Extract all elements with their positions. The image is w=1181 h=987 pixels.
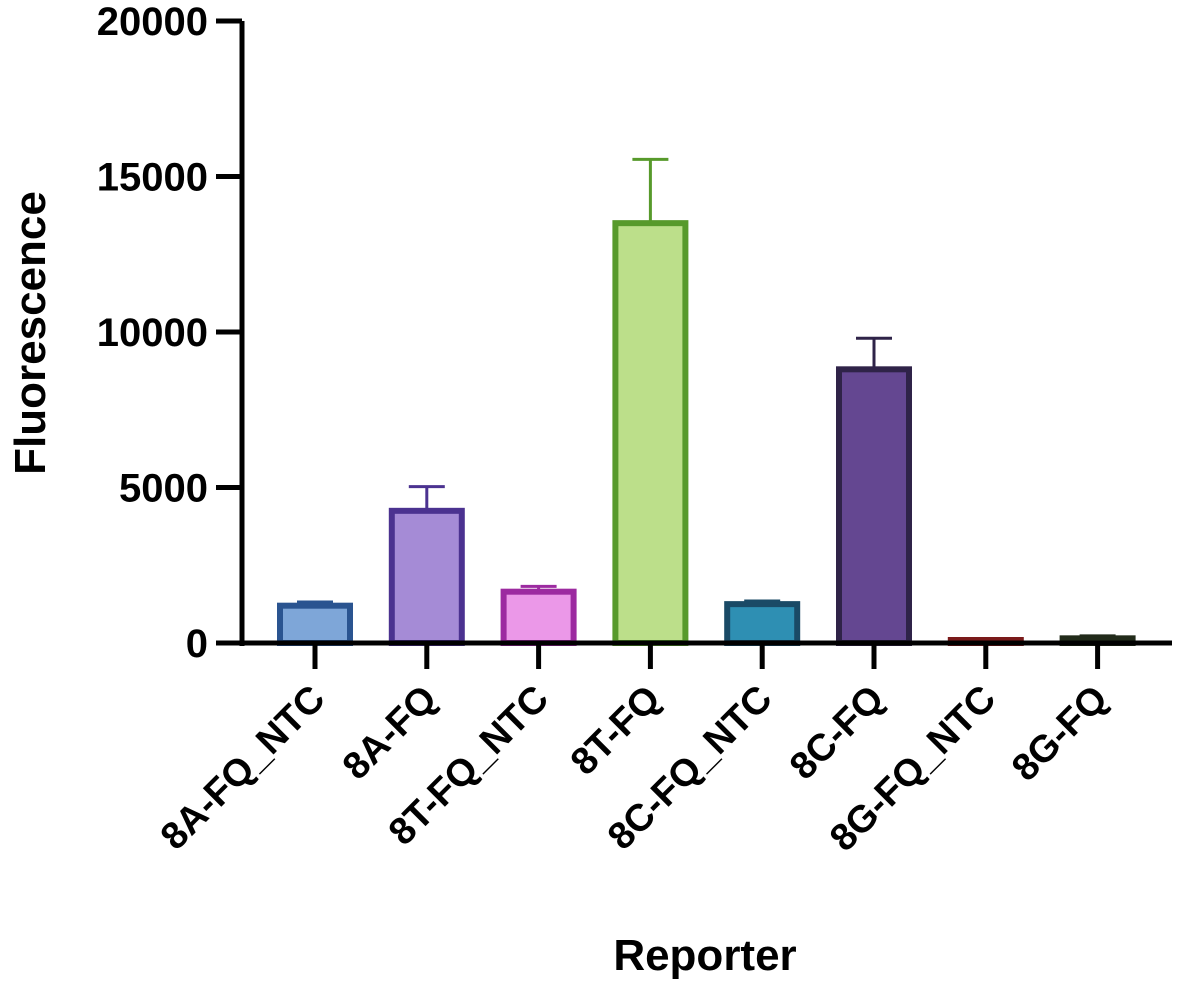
bar [836, 366, 912, 646]
y-tick-label: 0 [186, 622, 208, 666]
x-tick-label: 8A-FQ_NTC [153, 678, 333, 858]
x-tick-label: 8G-FQ [1004, 678, 1116, 790]
x-axis-title: Reporter [613, 931, 796, 980]
y-axis-title: Fluorescence [6, 191, 55, 475]
bar [277, 602, 353, 646]
x-tick-label: 8A-FQ [335, 678, 445, 788]
bar [388, 507, 465, 647]
bar [612, 220, 689, 646]
y-tick-label: 15000 [97, 156, 208, 200]
bar [724, 601, 801, 646]
x-tick-label: 8C-FQ [782, 678, 892, 788]
x-tick-label: 8T-FQ [563, 678, 669, 784]
bar [500, 588, 577, 646]
bars [277, 157, 1136, 647]
y-axis: 0 5000 10000 15000 20000 [97, 0, 245, 666]
y-tick-label: 5000 [119, 467, 208, 511]
y-tick-label: 10000 [97, 311, 208, 355]
y-tick-label: 20000 [97, 0, 208, 44]
